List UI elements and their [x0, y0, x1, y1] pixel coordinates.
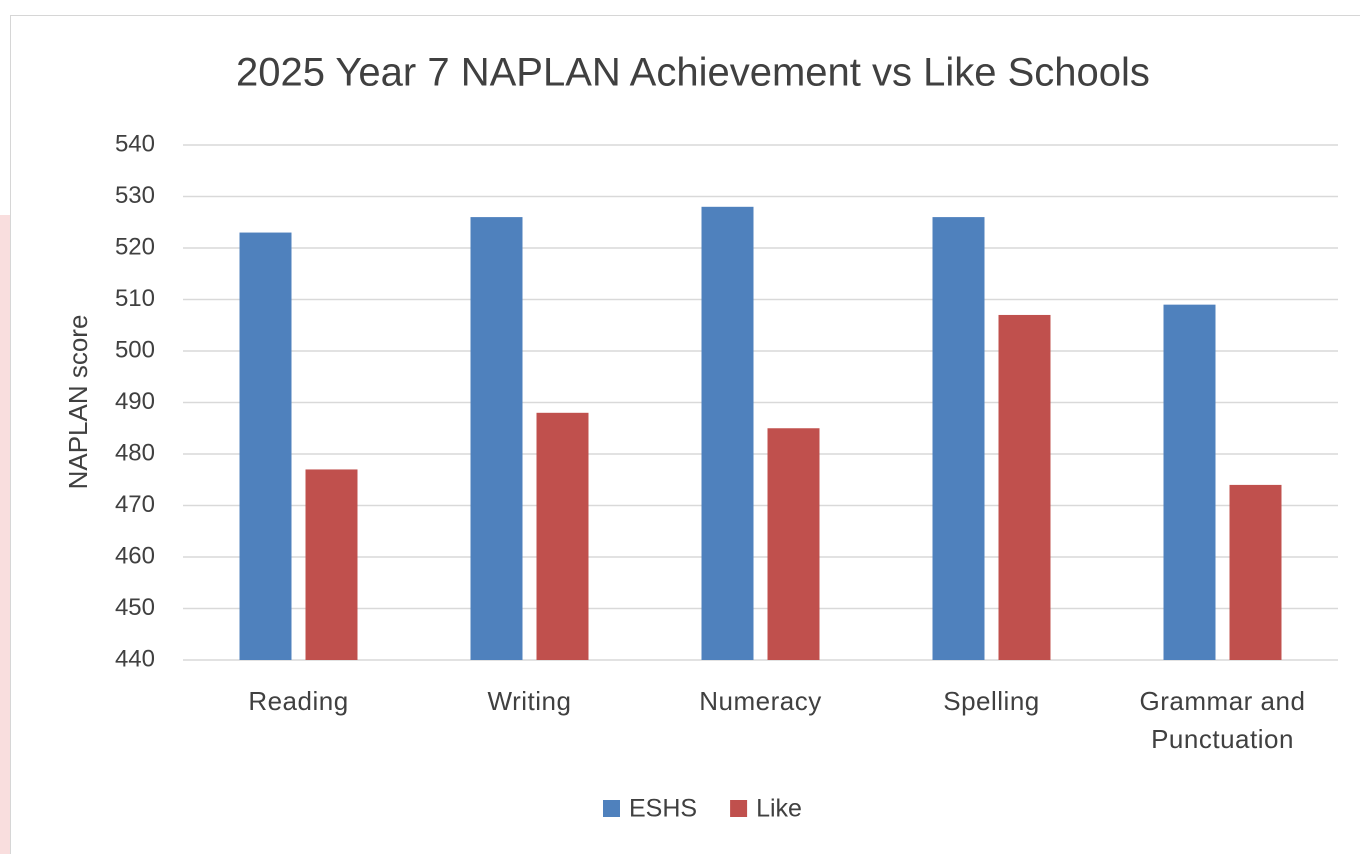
- chart-title: 2025 Year 7 NAPLAN Achievement vs Like S…: [236, 51, 1150, 95]
- y-tick-label: 460: [115, 542, 155, 569]
- y-tick-label: 490: [115, 388, 155, 415]
- y-tick-label: 500: [115, 336, 155, 363]
- bar: [767, 428, 820, 660]
- bar: [239, 232, 292, 661]
- legend-swatch: [730, 800, 748, 817]
- x-tick-label: Numeracy: [699, 686, 822, 716]
- x-tick-label: Grammar and Punctuation: [1139, 686, 1306, 754]
- bar: [932, 217, 985, 660]
- legend-swatch: [603, 800, 620, 817]
- y-tick-label: 440: [115, 645, 155, 672]
- y-tick-label: 480: [115, 439, 155, 466]
- x-tick-label: Spelling: [943, 686, 1040, 716]
- y-axis-label: NAPLAN score: [63, 315, 93, 490]
- bar: [998, 314, 1051, 660]
- y-tick-label: 540: [115, 130, 155, 157]
- bar: [1163, 304, 1216, 660]
- legend-label: ESHS: [629, 795, 697, 823]
- y-tick-label: 530: [115, 182, 155, 209]
- bar: [536, 412, 589, 660]
- legend-label: Like: [756, 795, 802, 823]
- y-tick-label: 470: [115, 491, 155, 518]
- chart-frame: [10, 15, 1360, 854]
- bar: [701, 206, 754, 661]
- y-tick-label: 510: [115, 285, 155, 312]
- y-tick-label: 450: [115, 594, 155, 621]
- bar: [1229, 484, 1282, 660]
- side-strip: [0, 215, 10, 854]
- y-tick-label: 520: [115, 233, 155, 260]
- bar: [470, 217, 523, 660]
- bar: [305, 469, 358, 660]
- x-tick-label: Writing: [487, 686, 572, 716]
- x-tick-label: Reading: [248, 686, 349, 716]
